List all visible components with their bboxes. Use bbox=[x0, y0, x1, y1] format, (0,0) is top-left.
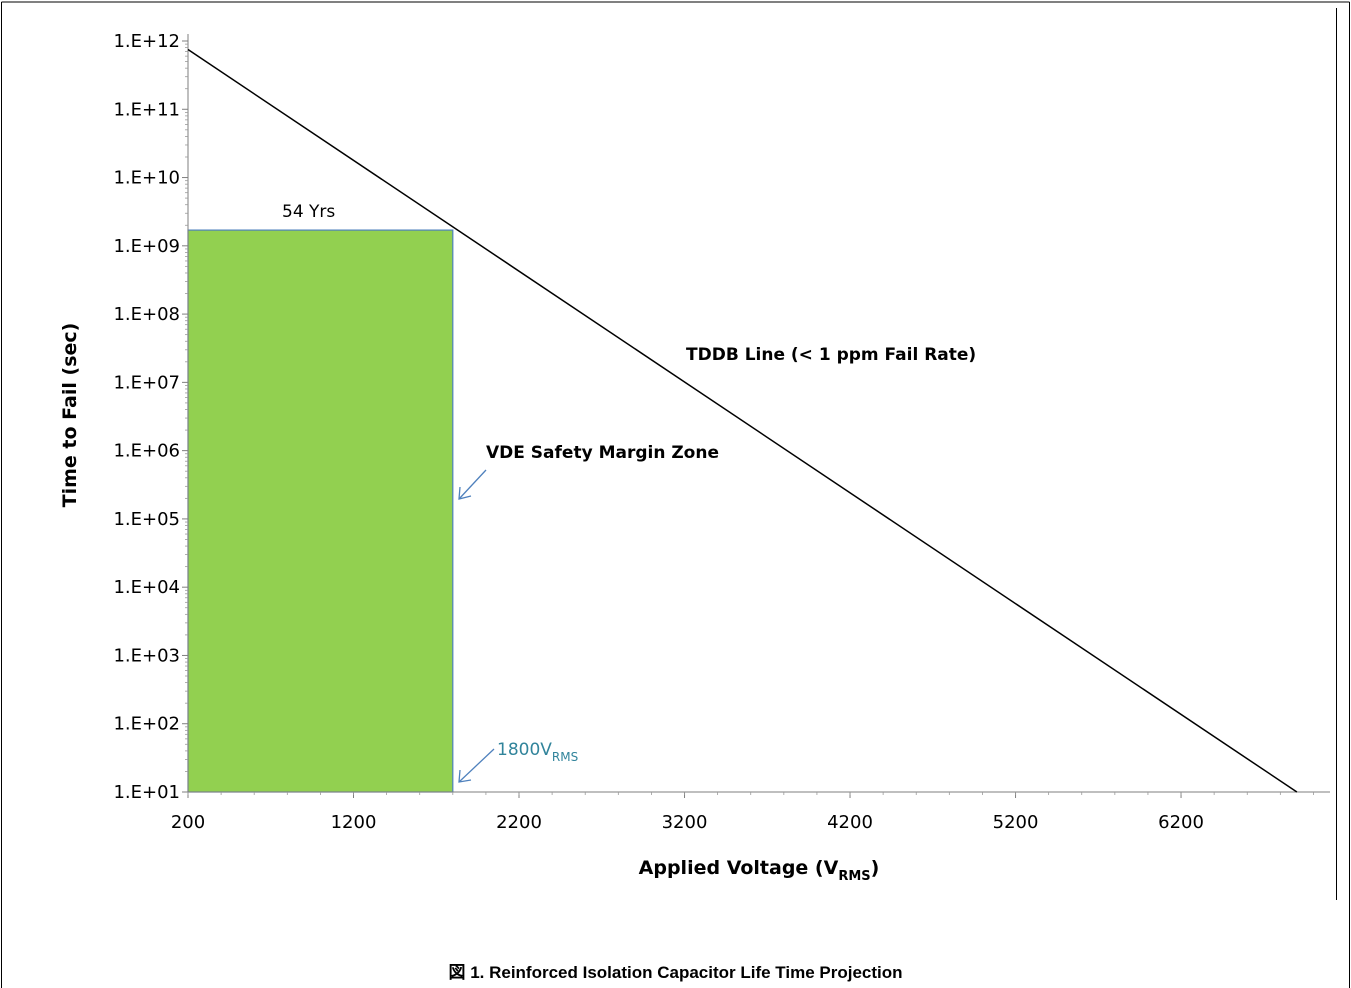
y-tick-label: 1.E+04 bbox=[113, 577, 180, 598]
tddb-series-line bbox=[187, 48, 1298, 793]
x-tick-label: 6200 bbox=[1158, 812, 1204, 833]
zone-arrow-head bbox=[458, 486, 472, 500]
x-tick-label: 200 bbox=[171, 812, 205, 833]
x-axis-title: Applied Voltage (VRMS) bbox=[639, 857, 880, 884]
voltage-label-main: 1800V bbox=[497, 740, 552, 760]
y-tick-label: 1.E+02 bbox=[113, 714, 180, 735]
tddb-line-label: TDDB Line (< 1 ppm Fail Rate) bbox=[686, 345, 976, 365]
voltage-label: 1800VRMS bbox=[497, 740, 578, 764]
y-tick-label: 1.E+11 bbox=[113, 99, 180, 120]
voltage-arrow-head bbox=[458, 769, 472, 783]
y-tick-label: 1.E+10 bbox=[113, 168, 180, 189]
x-axis-title-close: ) bbox=[871, 857, 880, 879]
x-axis-title-main: Applied Voltage (V bbox=[639, 857, 839, 879]
zone-arrow-line bbox=[458, 469, 487, 500]
y-tick-label: 1.E+09 bbox=[113, 236, 180, 257]
figure-caption: 図 1. Reinforced Isolation Capacitor Life… bbox=[448, 963, 903, 982]
voltage-arrow-line bbox=[458, 748, 495, 783]
x-tick-label: 5200 bbox=[993, 812, 1039, 833]
y-tick-label: 1.E+06 bbox=[113, 441, 180, 462]
y-tick-label: 1.E+03 bbox=[113, 645, 180, 666]
zone-label: VDE Safety Margin Zone bbox=[486, 443, 719, 463]
x-tick-label: 3200 bbox=[662, 812, 708, 833]
y-tick-label: 1.E+05 bbox=[113, 509, 180, 530]
y-tick-label: 1.E+08 bbox=[113, 304, 180, 325]
x-tick-label: 2200 bbox=[496, 812, 542, 833]
x-tick-label: 4200 bbox=[827, 812, 873, 833]
y-axis-title: Time to Fail (sec) bbox=[59, 323, 81, 508]
y-tick-label: 1.E+12 bbox=[113, 31, 180, 52]
y-tick-label: 1.E+01 bbox=[113, 782, 180, 803]
y-tick-label: 1.E+07 bbox=[113, 372, 180, 393]
zone-top-label: 54 Yrs bbox=[282, 202, 335, 222]
x-tick-label: 1200 bbox=[331, 812, 377, 833]
safety-zone-rect bbox=[187, 229, 454, 793]
voltage-label-sub: RMS bbox=[552, 750, 578, 764]
x-axis-title-sub: RMS bbox=[838, 869, 870, 884]
